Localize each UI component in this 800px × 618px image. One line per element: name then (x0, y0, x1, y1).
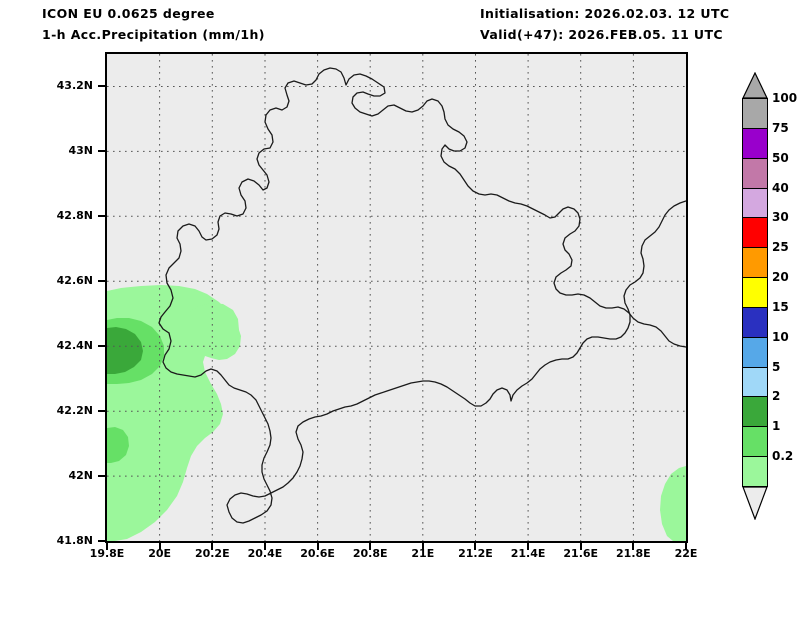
colorbar[interactable]: 100 75 50 40 30 25 20 15 10 5 2 1 0.2 (742, 71, 797, 521)
colorbar-tick-label: 10 (772, 329, 789, 344)
colorbar-divider (742, 277, 768, 279)
y-axis-tick (98, 410, 105, 413)
x-axis-tick (421, 543, 424, 550)
x-axis-tick (316, 543, 319, 550)
colorbar-tick-label: 15 (772, 299, 789, 314)
colorbar-divider (742, 396, 768, 398)
colorbar-band[interactable] (742, 277, 768, 308)
colorbar-tick-label: 1 (772, 419, 781, 434)
colorbar-tick-label: 2 (772, 389, 781, 404)
y-axis-tick (98, 150, 105, 153)
y-axis-tick (98, 540, 105, 542)
x-axis-tick (211, 543, 214, 550)
y-axis-tick (98, 345, 105, 348)
colorbar-over-arrow (742, 71, 768, 99)
colorbar-divider (742, 157, 768, 159)
colorbar-divider (742, 336, 768, 338)
x-axis-tick-label: 20.8E (352, 547, 388, 560)
colorbar-tick-label: 50 (772, 150, 789, 165)
precip-region-isolated-blob (187, 303, 239, 350)
y-axis-tick (98, 280, 105, 283)
colorbar-band[interactable] (742, 366, 768, 398)
precipitation-field (107, 285, 686, 541)
colorbar-band[interactable] (742, 306, 768, 338)
colorbar-band[interactable] (742, 217, 768, 248)
colorbar-band[interactable] (742, 456, 768, 487)
x-axis-tick (579, 543, 582, 550)
colorbar-band[interactable] (742, 336, 768, 368)
header-model-line: ICON EU 0.0625 degree (42, 6, 215, 21)
y-axis-tick-label: 42.4N (56, 339, 93, 353)
colorbar-band[interactable] (742, 187, 768, 218)
colorbar-divider (742, 426, 768, 428)
header-initialisation-line: Initialisation: 2026.02.03. 12 UTC (480, 6, 730, 21)
colorbar-divider (742, 98, 768, 99)
x-axis-tick-label: 20.6E (300, 547, 335, 560)
y-axis-tick-label: 42.8N (56, 209, 93, 223)
colorbar-tick-label: 25 (772, 240, 789, 255)
y-axis-tick-label: 42.2N (56, 404, 93, 418)
country-border-outline (158, 67, 686, 348)
colorbar-divider (742, 187, 768, 189)
map-gridlines (107, 54, 686, 541)
colorbar-tick-label: 20 (772, 270, 789, 285)
colorbar-tick-label: 5 (772, 359, 781, 374)
colorbar-divider (742, 306, 768, 308)
x-axis-tick-label: 20.4E (247, 547, 283, 560)
x-axis-tick-label: 21.2E (458, 547, 493, 560)
colorbar-band[interactable] (742, 247, 768, 278)
colorbar-under-arrow (742, 486, 768, 521)
colorbar-band[interactable] (742, 396, 768, 427)
x-axis-tick-label: 21.8E (616, 547, 651, 560)
x-axis-tick-label: 19.8E (89, 547, 125, 560)
colorbar-tick-label: 30 (772, 210, 789, 225)
x-axis-tick-label: 20.2E (194, 547, 230, 560)
colorbar-band[interactable] (742, 157, 768, 189)
colorbar-divider (742, 217, 768, 219)
x-axis-tick-label: 21.4E (510, 547, 546, 560)
x-axis-tick (263, 543, 266, 550)
colorbar-tick-label: 100 (772, 91, 798, 105)
y-axis-tick-label: 42.6N (56, 274, 93, 288)
y-axis-tick (98, 475, 105, 478)
colorbar-divider (742, 127, 768, 129)
x-axis-tick (685, 543, 687, 550)
colorbar-divider (742, 247, 768, 249)
y-axis-tick-label: 41.8N (56, 534, 93, 547)
x-axis-tick (106, 543, 108, 550)
colorbar-divider (742, 456, 768, 458)
x-axis-tick (369, 543, 372, 550)
x-axis-tick-label: 21.6E (563, 547, 599, 560)
y-axis-tick (98, 85, 105, 88)
precip-region-southeast-corner (660, 466, 686, 541)
country-border-south (162, 200, 686, 524)
y-axis-tick-label: 42N (68, 469, 93, 483)
y-axis-tick-label: 43.2N (56, 79, 93, 93)
colorbar-divider (742, 366, 768, 368)
colorbar-tick-label: 75 (772, 120, 789, 135)
precip-region-west-core-dark (107, 327, 143, 374)
x-axis-tick-label: 21E (411, 547, 435, 560)
x-axis-tick (632, 543, 635, 550)
colorbar-tick-label: 40 (772, 180, 789, 195)
colorbar-tick-label: 0.2 (772, 449, 794, 464)
x-axis-tick (474, 543, 477, 550)
colorbar-band[interactable] (742, 426, 768, 457)
y-axis-tick (98, 215, 105, 218)
map-canvas (107, 54, 686, 541)
colorbar-band[interactable] (742, 127, 768, 159)
map-plot-area[interactable] (105, 52, 688, 543)
x-axis-tick-label: 20E (148, 547, 172, 560)
x-axis-tick-label: 22E (674, 547, 698, 560)
x-axis-tick (527, 543, 530, 550)
header-field-line: 1-h Acc.Precipitation (mm/1h) (42, 27, 265, 42)
header-valid-line: Valid(+47): 2026.FEB.05. 11 UTC (480, 27, 723, 42)
y-axis-tick-label: 43N (68, 144, 93, 158)
precip-region-southwest-blob (107, 427, 129, 463)
x-axis-tick (158, 543, 161, 550)
colorbar-band[interactable] (742, 98, 768, 129)
